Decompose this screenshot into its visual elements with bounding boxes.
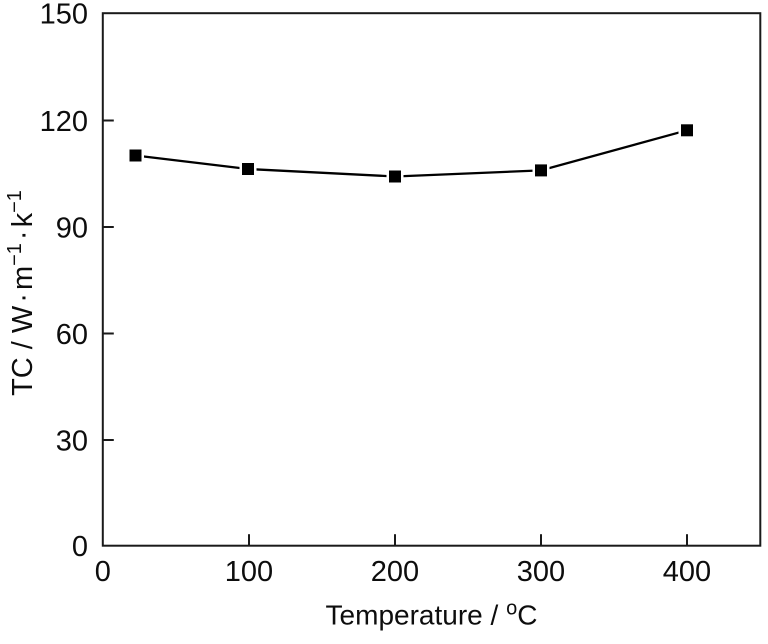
- svg-text:150: 150: [40, 0, 88, 31]
- svg-text:0: 0: [72, 531, 88, 563]
- svg-text:100: 100: [225, 556, 273, 588]
- svg-text:120: 120: [40, 106, 88, 138]
- svg-text:60: 60: [56, 319, 88, 351]
- svg-text:Temperature / oC: Temperature / oC: [326, 598, 538, 631]
- svg-text:90: 90: [56, 212, 88, 244]
- svg-text:0: 0: [95, 556, 111, 588]
- svg-text:400: 400: [663, 556, 711, 588]
- svg-text:200: 200: [371, 556, 419, 588]
- svg-text:30: 30: [56, 425, 88, 457]
- svg-text:300: 300: [517, 556, 565, 588]
